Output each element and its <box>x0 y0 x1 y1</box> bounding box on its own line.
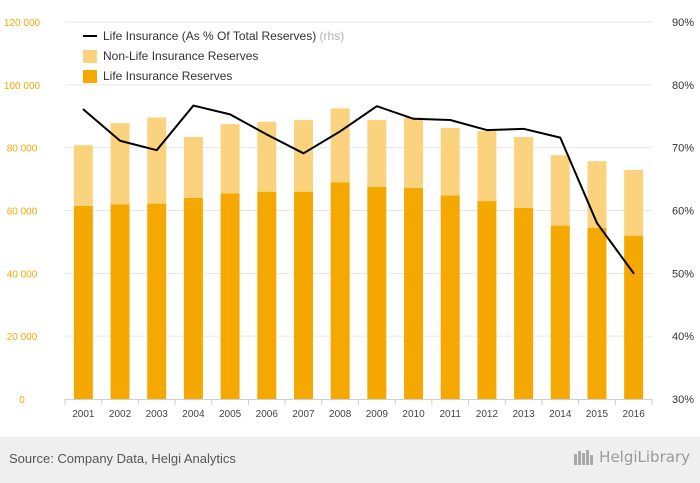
bar-nonlife-2009 <box>367 120 387 187</box>
y-right-tick-label: 80% <box>672 80 694 92</box>
bar-life-2016 <box>624 235 644 399</box>
series-line <box>82 104 635 275</box>
bars <box>73 108 644 399</box>
x-tick-label: 2010 <box>402 409 425 420</box>
bar-life-2009 <box>367 186 387 399</box>
chart: 0 20 000 40 000 60 000 80 000 100 000 120 000 3… <box>4 17 694 420</box>
y-left-tick-label: 20 000 <box>7 332 38 343</box>
bar-life-2005 <box>220 193 240 399</box>
x-tick-label: 2006 <box>256 409 279 420</box>
bar-life-2006 <box>257 191 277 399</box>
x-tick-label: 2002 <box>109 409 132 420</box>
y-right-tick-label: 70% <box>672 143 694 155</box>
y-right-tick-label: 40% <box>672 331 694 343</box>
bar-nonlife-2006 <box>257 121 277 192</box>
bar-life-2013 <box>514 207 534 399</box>
line-point-2015 <box>596 222 598 224</box>
bar-nonlife-2002 <box>110 123 130 205</box>
bar-nonlife-2014 <box>550 155 570 226</box>
bar-life-2015 <box>587 227 607 399</box>
x-tick-label: 2001 <box>72 409 95 420</box>
x-tick-label: 2005 <box>219 409 242 420</box>
line-point-2008 <box>339 130 341 133</box>
legend-item: Non-Life Insurance Reserves <box>83 49 258 63</box>
line-point-2016 <box>632 272 635 275</box>
line-life-pct <box>82 104 635 274</box>
line-point-2004 <box>192 104 195 107</box>
x-tick-label: 2011 <box>439 409 461 420</box>
legend-label: Non-Life Insurance Reserves <box>103 49 258 63</box>
legend-swatch-box <box>83 50 97 63</box>
source-text: Source: Company Data, Helgi Analytics <box>9 451 236 466</box>
line-point-2007 <box>302 152 305 155</box>
line-point-2013 <box>522 128 525 130</box>
legend: Life Insurance (As % Of Total Reserves) … <box>83 29 344 83</box>
x-tick-label: 2013 <box>512 409 535 420</box>
bar-life-2008 <box>330 182 350 399</box>
bar-nonlife-2008 <box>330 108 350 183</box>
bar-life-2010 <box>404 187 424 399</box>
x-tick-label: 2007 <box>292 409 315 420</box>
x-tick-label: 2012 <box>476 409 499 420</box>
line-point-2001 <box>82 108 85 111</box>
bar-nonlife-2005 <box>220 124 240 194</box>
x-tick-label: 2009 <box>366 409 389 420</box>
line-point-2012 <box>486 129 488 131</box>
legend-item: Life Insurance (As % Of Total Reserves) … <box>83 29 344 43</box>
axes: 0 20 000 40 000 60 000 80 000 100 000 120 000 3… <box>4 17 694 420</box>
bar-nonlife-2004 <box>183 136 203 198</box>
line-point-2003 <box>155 149 158 151</box>
legend-label: Life Insurance (As % Of Total Reserves) … <box>103 29 344 43</box>
line-point-2010 <box>412 117 415 120</box>
bar-life-2004 <box>183 197 203 399</box>
bar-life-2002 <box>110 204 130 399</box>
library-icon <box>574 450 594 465</box>
bar-nonlife-2010 <box>404 117 424 188</box>
y-left-tick-label: 80 000 <box>7 144 38 155</box>
line-point-2009 <box>376 105 378 107</box>
bar-life-2007 <box>293 191 313 399</box>
helgi-library-logo[interactable]: HelgiLibrary <box>573 448 690 466</box>
logo-text: HelgiLibrary <box>599 448 690 466</box>
bar-nonlife-2015 <box>587 161 607 228</box>
x-tick-label: 2015 <box>586 409 609 420</box>
y-right-tick-label: 90% <box>672 17 694 29</box>
bar-life-2011 <box>440 195 460 399</box>
y-left-tick-label: 100 000 <box>4 81 41 92</box>
legend-label-suffix: (rhs) <box>316 29 344 43</box>
legend-item: Life Insurance Reserves <box>83 69 232 83</box>
x-tick-label: 2004 <box>182 409 205 420</box>
bar-nonlife-2012 <box>477 131 497 202</box>
line-point-2002 <box>119 139 121 142</box>
line-point-2014 <box>559 136 562 139</box>
bar-life-2014 <box>550 225 570 399</box>
y-left-tick-label: 120 000 <box>4 18 41 29</box>
y-right-tick-label: 30% <box>672 394 694 406</box>
x-tick-label: 2008 <box>329 409 352 420</box>
bar-nonlife-2011 <box>440 127 460 196</box>
legend-swatch-box <box>83 70 97 83</box>
bar-nonlife-2013 <box>514 136 534 208</box>
legend-label: Life Insurance Reserves <box>103 69 232 83</box>
bar-life-2003 <box>147 203 167 399</box>
y-left-tick-label: 40 000 <box>7 269 38 280</box>
line-point-2005 <box>229 113 231 116</box>
bar-nonlife-2001 <box>73 145 93 206</box>
x-tick-label: 2014 <box>549 409 572 420</box>
y-right-tick-label: 60% <box>672 206 694 218</box>
y-right-tick-label: 50% <box>672 268 694 280</box>
y-left-tick-label: 0 <box>19 395 25 406</box>
bar-nonlife-2007 <box>293 120 313 192</box>
bar-nonlife-2003 <box>147 117 167 204</box>
footer: Source: Company Data, Helgi Analytics He… <box>0 437 700 483</box>
line-point-2006 <box>265 133 268 136</box>
x-tick-label: 2016 <box>623 409 646 420</box>
y-left-tick-label: 60 000 <box>7 207 38 218</box>
bar-life-2001 <box>73 205 93 399</box>
line-point-2011 <box>449 119 452 121</box>
bar-life-2012 <box>477 201 497 399</box>
x-tick-label: 2003 <box>146 409 169 420</box>
bar-nonlife-2016 <box>624 169 644 236</box>
